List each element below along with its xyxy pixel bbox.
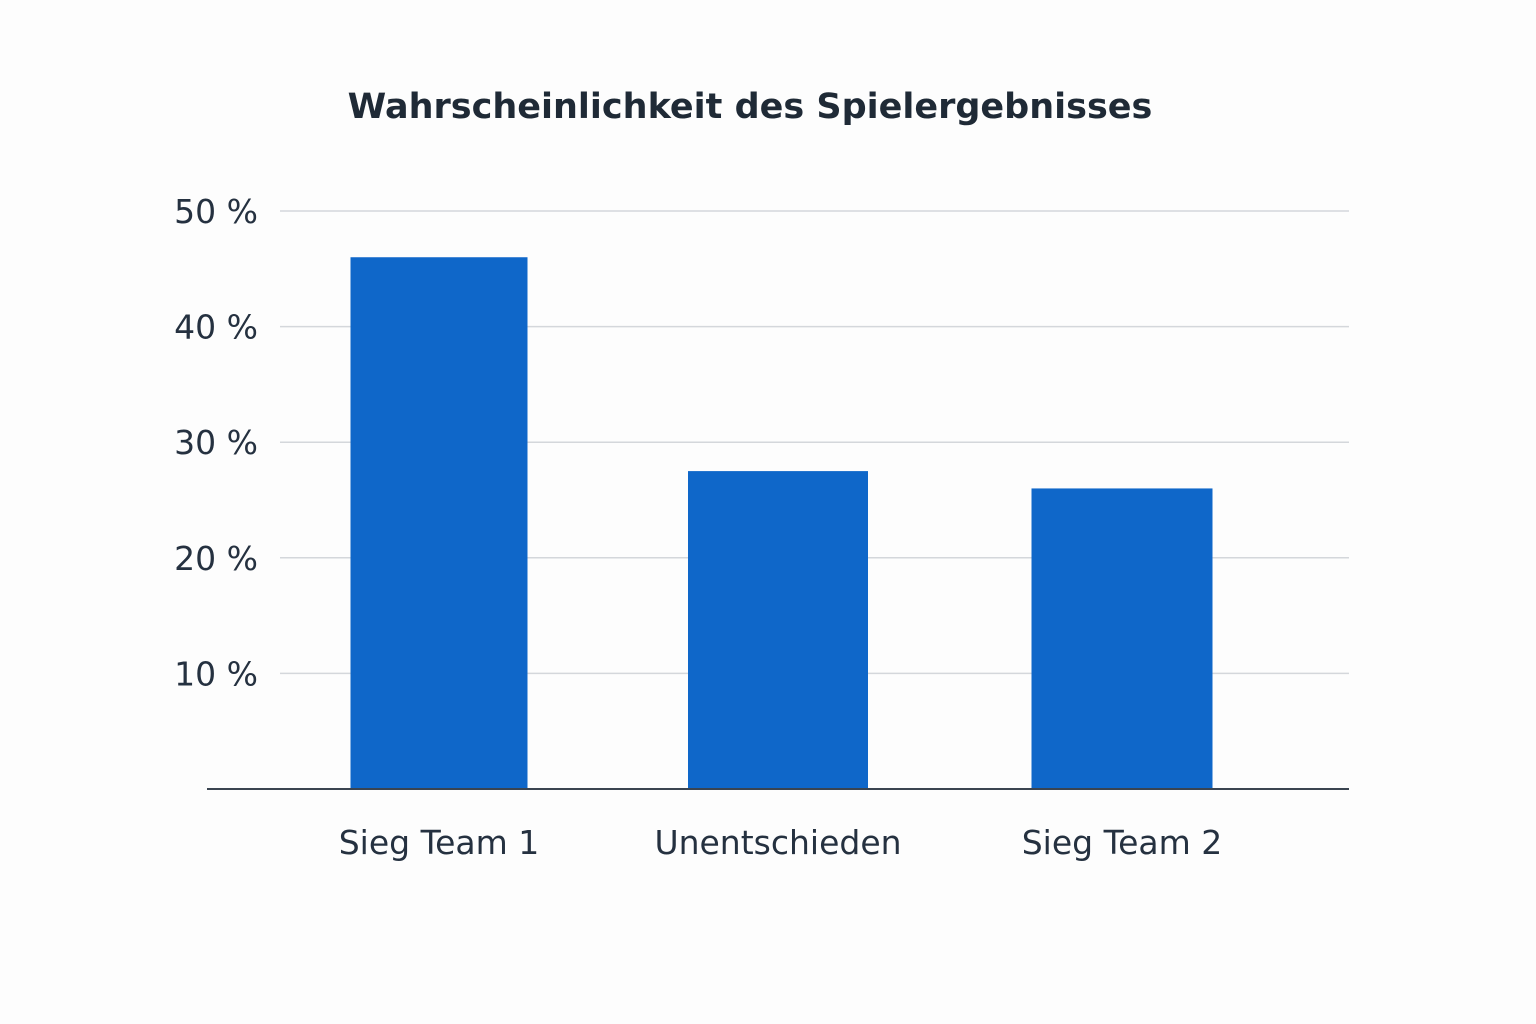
bar	[350, 257, 528, 789]
y-tick-label: 40 %	[174, 308, 258, 347]
y-tick-label: 50 %	[174, 192, 258, 231]
bar	[688, 471, 868, 789]
y-axis-ticks: 10 % 20 % 30 % 40 % 50 %	[174, 192, 258, 693]
chart-title: Wahrscheinlichkeit des Spielergebnisses	[348, 87, 1153, 127]
y-tick-label: 10 %	[174, 654, 258, 693]
x-category-label: Sieg Team 2	[1022, 823, 1223, 862]
x-axis-labels: Sieg Team 1 Unentschieden Sieg Team 2	[339, 823, 1223, 862]
y-tick-label: 30 %	[174, 423, 258, 462]
x-category-label: Unentschieden	[654, 823, 901, 862]
bars	[350, 257, 1213, 789]
x-category-label: Sieg Team 1	[339, 823, 540, 862]
bar	[1031, 488, 1213, 789]
y-tick-label: 20 %	[174, 539, 258, 578]
